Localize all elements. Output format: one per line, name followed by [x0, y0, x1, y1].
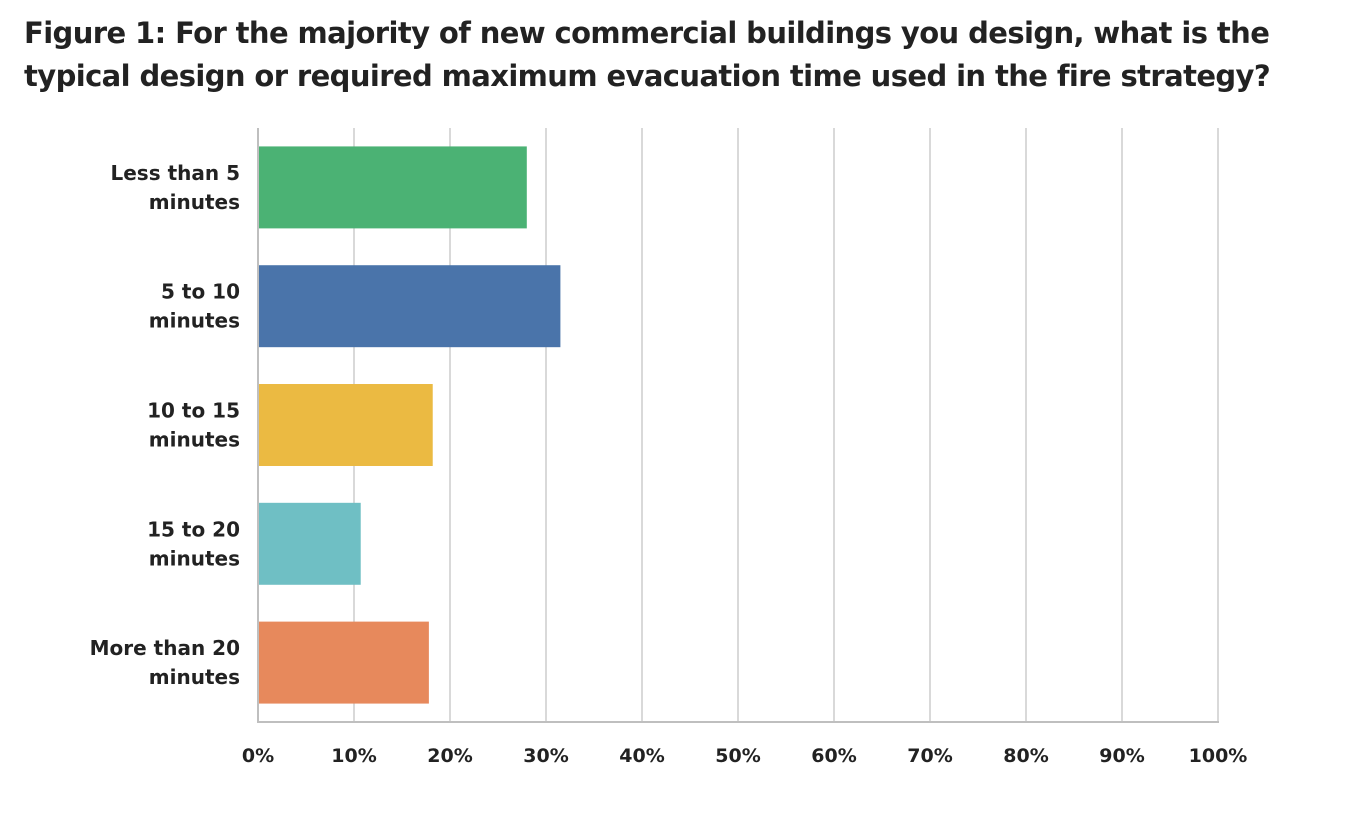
x-tick-label-30: 30%: [523, 745, 568, 767]
x-tick-label-40: 40%: [619, 745, 664, 767]
x-tick-label-90: 90%: [1099, 745, 1144, 767]
category-label-1-line-1: minutes: [149, 309, 240, 333]
bar-1: [258, 265, 561, 348]
bar-4: [258, 621, 429, 704]
bar-0: [258, 146, 527, 229]
x-tick-label-100: 100%: [1189, 745, 1248, 767]
category-label-0-line-1: minutes: [149, 190, 240, 214]
category-label-3-line-1: minutes: [149, 546, 240, 570]
category-labels: Less than 5 minutes 5 to 10 minutes 10 to 15…: [90, 161, 240, 689]
bars: [258, 146, 561, 704]
tick-labels: 0% 10% 20% 30% 40% 50% 60% 70% 80% 90% 100%: [242, 745, 1247, 767]
chart-title: Figure 1: For the majority of new commer…: [24, 12, 1344, 98]
x-tick-label-10: 10%: [331, 745, 376, 767]
bar-2: [258, 384, 433, 466]
category-label-0-line-0: Less than 5: [111, 161, 241, 185]
category-label-3-line-0: 15 to 20: [147, 517, 240, 541]
bar-3: [258, 502, 361, 585]
category-label-1-line-0: 5 to 10: [161, 280, 240, 304]
x-tick-label-70: 70%: [907, 745, 952, 767]
x-tick-label-0: 0%: [242, 745, 274, 767]
x-tick-label-20: 20%: [427, 745, 472, 767]
chart-title-line-2: typical design or required maximum evacu…: [24, 59, 1271, 93]
x-tick-label-80: 80%: [1003, 745, 1048, 767]
x-tick-label-50: 50%: [715, 745, 760, 767]
axes: [257, 128, 1219, 723]
category-label-4-line-0: More than 20: [90, 636, 240, 660]
gridlines: [353, 128, 1219, 722]
category-label-2-line-1: minutes: [149, 428, 240, 452]
category-label-4-line-1: minutes: [149, 665, 240, 689]
x-tick-label-60: 60%: [811, 745, 856, 767]
chart-title-line-1: Figure 1: For the majority of new commer…: [24, 16, 1270, 50]
category-label-2-line-0: 10 to 15: [147, 399, 240, 423]
